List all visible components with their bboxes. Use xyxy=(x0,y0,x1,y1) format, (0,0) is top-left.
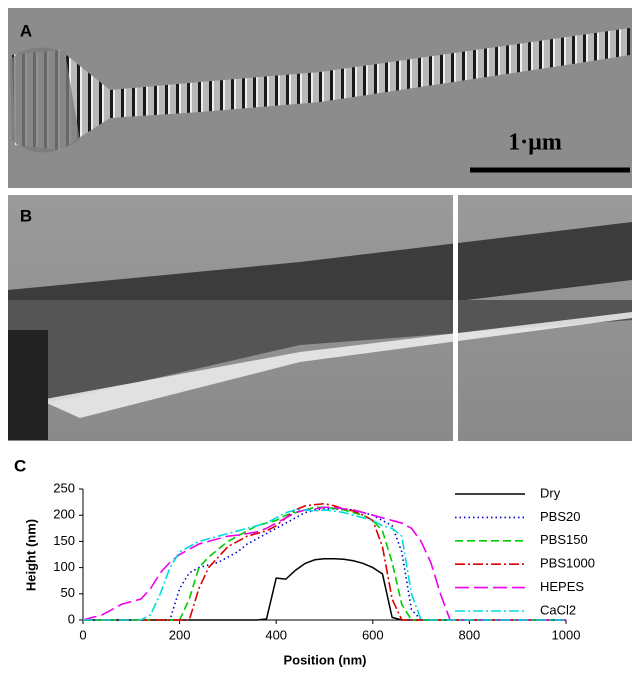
legend-label: HEPES xyxy=(540,579,584,594)
y-tick-label: 200 xyxy=(53,507,75,522)
legend-label: PBS1000 xyxy=(540,556,595,571)
data-line xyxy=(83,509,566,621)
panel-label: A xyxy=(20,21,32,40)
x-axis-label: Position (nm) xyxy=(283,652,366,667)
afm-image-b: B xyxy=(8,195,632,441)
panel-label: B xyxy=(20,206,32,225)
y-tick-label: 50 xyxy=(61,585,75,600)
y-axis-label: Height (nm) xyxy=(23,519,38,591)
legend-label: CaCl2 xyxy=(540,602,576,617)
scale-bar-label: 1·µm xyxy=(508,130,562,156)
x-tick-label: 0 xyxy=(79,627,86,642)
data-line xyxy=(83,502,566,621)
legend-label: PBS20 xyxy=(540,509,580,524)
x-tick-label: 1000 xyxy=(552,627,581,642)
x-tick-label: 800 xyxy=(459,627,481,642)
panel-label: C xyxy=(14,456,26,475)
data-line xyxy=(83,508,566,621)
x-tick-label: 400 xyxy=(265,627,287,642)
legend-label: Dry xyxy=(540,485,561,500)
x-tick-label: 200 xyxy=(169,627,191,642)
y-tick-label: 250 xyxy=(53,480,75,495)
afm-image-a: 1·µm A xyxy=(8,8,632,188)
y-tick-label: 100 xyxy=(53,559,75,574)
legend-label: PBS150 xyxy=(540,532,588,547)
y-tick-label: 0 xyxy=(68,611,75,626)
x-tick-label: 600 xyxy=(362,627,384,642)
y-tick-label: 150 xyxy=(53,533,75,548)
